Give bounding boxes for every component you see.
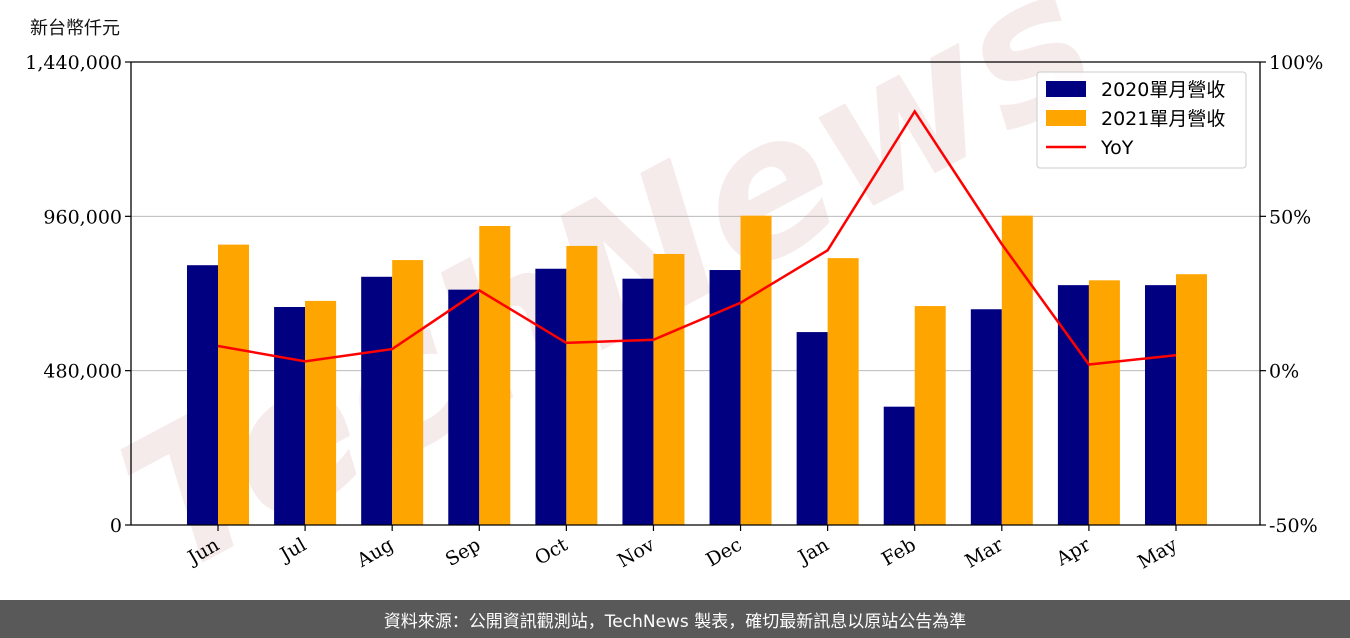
bar-2021-jun — [218, 244, 249, 525]
bar-2020-apr — [1057, 285, 1089, 525]
bar-2020-may — [1145, 285, 1176, 525]
source-footer: 資料來源：公開資訊觀測站，TechNews 製表，確切最新訊息以原站公告為準 — [0, 600, 1350, 638]
bar-2021-may — [1176, 274, 1207, 525]
x-tick-label-mar: Mar — [961, 533, 1007, 572]
y-axis-unit-label: 新台幣仟元 — [30, 18, 120, 39]
axes — [130, 61, 1261, 526]
bar-2021-dec — [740, 215, 772, 525]
yoy-line-path — [217, 109, 1177, 366]
bar-2021-aug — [392, 260, 424, 525]
x-tick-label-oct: Oct — [531, 534, 572, 570]
revenue-chart: TechNews 0480,000960,0001,440,000-50%0%5… — [25, 0, 1323, 600]
bar-2020-feb — [883, 406, 915, 525]
y-right-tick-label: 0% — [1269, 361, 1299, 383]
legend-swatch — [1046, 110, 1086, 126]
x-tick-label-jan: Jan — [793, 534, 833, 570]
bars — [187, 215, 1207, 526]
x-tick-label-aug: Aug — [352, 534, 397, 573]
bar-2021-apr — [1088, 280, 1120, 525]
y-right-tick-label: -50% — [1269, 515, 1318, 537]
yoy-line — [217, 109, 1177, 366]
bar-2021-jan — [827, 258, 859, 525]
bar-2020-sep — [448, 289, 480, 525]
bar-2021-mar — [1001, 215, 1033, 525]
y-tick-label: 0 — [110, 515, 122, 537]
bar-2021-sep — [479, 225, 511, 525]
bar-2020-jul — [274, 307, 306, 525]
bar-2021-jul — [305, 300, 337, 525]
bar-2020-oct — [535, 268, 567, 525]
legend-label: 2020單月營收 — [1101, 79, 1225, 101]
bar-2020-jan — [796, 332, 828, 525]
bar-2021-feb — [914, 306, 946, 525]
legend: 2020單月營收 2021單月營收 YoY — [1036, 71, 1247, 169]
y-tick-label: 480,000 — [43, 361, 122, 383]
bar-2021-oct — [566, 245, 598, 526]
x-tick-label-dec: Dec — [702, 534, 745, 572]
y-right-tick-label: 100% — [1269, 52, 1323, 74]
y-tick-label: 960,000 — [43, 206, 122, 228]
bar-2021-nov — [653, 253, 685, 525]
x-tick-label-sep: Sep — [442, 534, 485, 571]
bar-2020-nov — [622, 278, 654, 525]
x-tick-label-nov: Nov — [614, 534, 659, 573]
x-tick-label-feb: Feb — [878, 534, 920, 571]
y-tick-label: 1,440,000 — [25, 52, 122, 74]
bar-2020-jun — [187, 265, 218, 525]
bar-2020-mar — [970, 309, 1002, 525]
legend-box — [1036, 71, 1247, 169]
bar-2020-aug — [361, 276, 393, 525]
legend-label: 2021單月營收 — [1101, 108, 1225, 130]
legend-swatch — [1046, 81, 1086, 97]
x-tick-label-apr: Apr — [1052, 533, 1095, 570]
y-right-tick-label: 50% — [1269, 206, 1311, 228]
legend-label: YoY — [1100, 137, 1134, 159]
x-tick-label-may: May — [1134, 534, 1181, 574]
